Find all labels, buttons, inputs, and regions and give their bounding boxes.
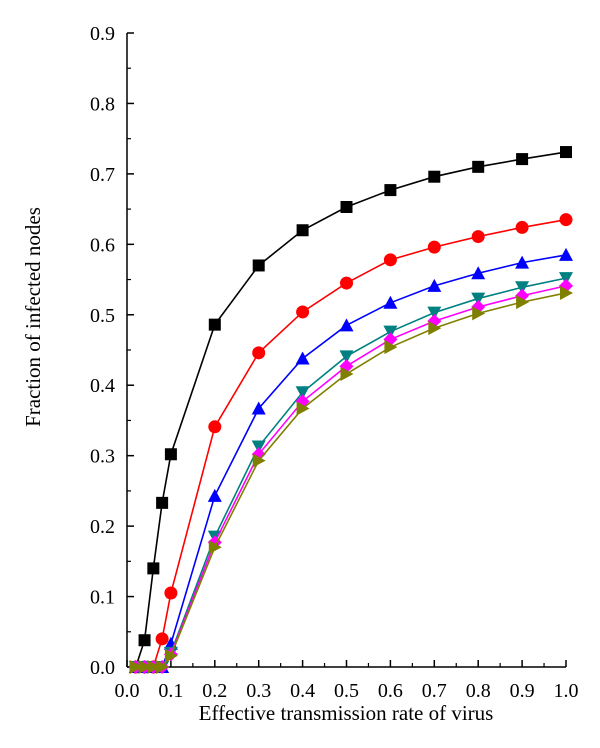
data-point bbox=[138, 660, 152, 674]
y-tick-label: 0.3 bbox=[90, 446, 115, 468]
data-point bbox=[384, 340, 398, 355]
data-point bbox=[471, 230, 485, 244]
y-tick-label: 0.0 bbox=[90, 657, 115, 679]
y-tick-label: 0.2 bbox=[90, 516, 115, 538]
data-point bbox=[296, 224, 309, 237]
series-triangle-right bbox=[129, 285, 573, 674]
series-line bbox=[135, 285, 567, 668]
y-tick-label: 0.5 bbox=[90, 305, 115, 327]
series-line bbox=[135, 254, 567, 668]
data-point bbox=[147, 562, 160, 575]
data-point bbox=[252, 453, 266, 468]
data-point bbox=[295, 351, 310, 365]
data-point bbox=[559, 213, 573, 227]
data-point bbox=[156, 496, 169, 509]
axes: 0.0 0.1 0.2 0.3 0.4 0.5 0.6 0.7 0.8 0.9 1.0 0.0 0.1 0… bbox=[90, 23, 579, 702]
x-tick-label: 0.0 bbox=[115, 680, 140, 702]
series-layer bbox=[128, 146, 573, 674]
data-point bbox=[251, 440, 266, 454]
data-point bbox=[340, 200, 353, 213]
data-point bbox=[559, 247, 573, 261]
x-tick-label: 0.1 bbox=[158, 680, 183, 702]
data-point bbox=[471, 292, 486, 306]
data-point bbox=[340, 366, 354, 381]
data-point bbox=[252, 346, 266, 360]
data-point bbox=[383, 295, 398, 309]
data-point bbox=[559, 272, 573, 286]
data-point bbox=[208, 318, 221, 331]
data-point bbox=[515, 255, 530, 269]
data-point bbox=[207, 488, 222, 502]
x-tick-label: 0.2 bbox=[202, 680, 227, 702]
data-point bbox=[147, 660, 161, 674]
data-point bbox=[340, 276, 353, 290]
data-point bbox=[295, 386, 310, 400]
data-point bbox=[208, 420, 222, 434]
data-point bbox=[138, 634, 151, 647]
y-tick-label: 0.8 bbox=[90, 93, 115, 115]
x-tick-label: 0.7 bbox=[422, 680, 447, 702]
data-point bbox=[208, 540, 222, 555]
x-tick-label: 1.0 bbox=[554, 680, 579, 702]
x-tick-label: 0.9 bbox=[510, 680, 535, 702]
data-point bbox=[428, 170, 441, 183]
data-point bbox=[383, 325, 398, 339]
data-point bbox=[560, 285, 573, 300]
data-point bbox=[472, 306, 486, 321]
data-point bbox=[339, 318, 354, 332]
y-tick-label: 0.4 bbox=[90, 375, 115, 397]
data-point bbox=[164, 448, 177, 461]
data-point bbox=[515, 281, 530, 295]
data-point bbox=[516, 153, 529, 166]
y-axis-title: Fraction of infected nodes bbox=[21, 207, 45, 427]
data-point bbox=[428, 321, 442, 336]
data-point bbox=[515, 220, 529, 234]
data-point bbox=[252, 259, 265, 272]
data-point bbox=[471, 266, 486, 280]
data-point bbox=[427, 240, 441, 254]
data-point bbox=[339, 350, 354, 364]
y-tick-label: 0.7 bbox=[90, 164, 115, 186]
data-point bbox=[427, 306, 442, 320]
data-point bbox=[427, 278, 442, 292]
series-line bbox=[135, 277, 567, 668]
series-triangle-down bbox=[128, 272, 573, 674]
x-tick-label: 0.4 bbox=[290, 680, 315, 702]
data-point bbox=[155, 632, 169, 646]
data-point bbox=[296, 401, 310, 416]
series-circle bbox=[129, 213, 573, 674]
data-point bbox=[164, 586, 178, 600]
series-line bbox=[135, 151, 567, 668]
data-point bbox=[472, 160, 485, 173]
data-point bbox=[129, 660, 143, 674]
data-point bbox=[251, 401, 266, 415]
data-point bbox=[384, 184, 397, 197]
data-point bbox=[156, 660, 170, 674]
x-axis-title: Effective transmission rate of virus bbox=[199, 701, 494, 725]
series-square bbox=[129, 146, 572, 673]
x-tick-label: 0.5 bbox=[334, 680, 359, 702]
y-tick-label: 0.1 bbox=[90, 587, 115, 609]
y-tick-label: 0.9 bbox=[90, 23, 115, 45]
x-tick-label: 0.8 bbox=[466, 680, 491, 702]
data-point bbox=[296, 305, 310, 319]
data-point bbox=[164, 648, 178, 663]
x-tick-label: 0.3 bbox=[246, 680, 271, 702]
series-triangle-up bbox=[128, 247, 573, 673]
series-diamond bbox=[128, 278, 573, 674]
data-point bbox=[383, 253, 397, 267]
data-point bbox=[251, 447, 266, 462]
data-point bbox=[560, 146, 572, 159]
x-tick-label: 0.6 bbox=[378, 680, 403, 702]
y-tick-label: 0.6 bbox=[90, 234, 115, 256]
data-point bbox=[516, 295, 530, 310]
